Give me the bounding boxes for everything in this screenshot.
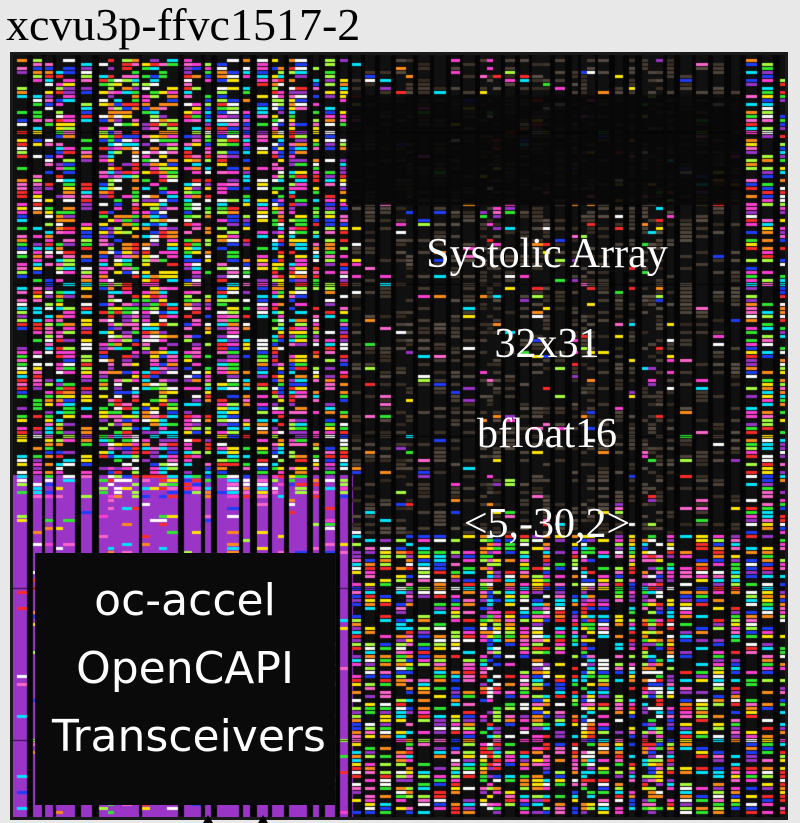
io-marker-icon — [258, 815, 268, 823]
oc-accel-label-line: oc-accel — [94, 575, 276, 626]
io-marker-icon — [203, 815, 213, 823]
device-part-title: xcvu3p-ffvc1517-2 — [6, 0, 361, 50]
oc-accel-label-line: Transceivers — [52, 711, 326, 762]
oc-accel-region: oc-accel OpenCAPI Transceivers — [35, 553, 335, 805]
oc-accel-label-line: OpenCAPI — [76, 643, 294, 694]
fpga-die-floorplan: Systolic Array 32x31 bfloat16 <5,-30,2> … — [10, 52, 788, 820]
